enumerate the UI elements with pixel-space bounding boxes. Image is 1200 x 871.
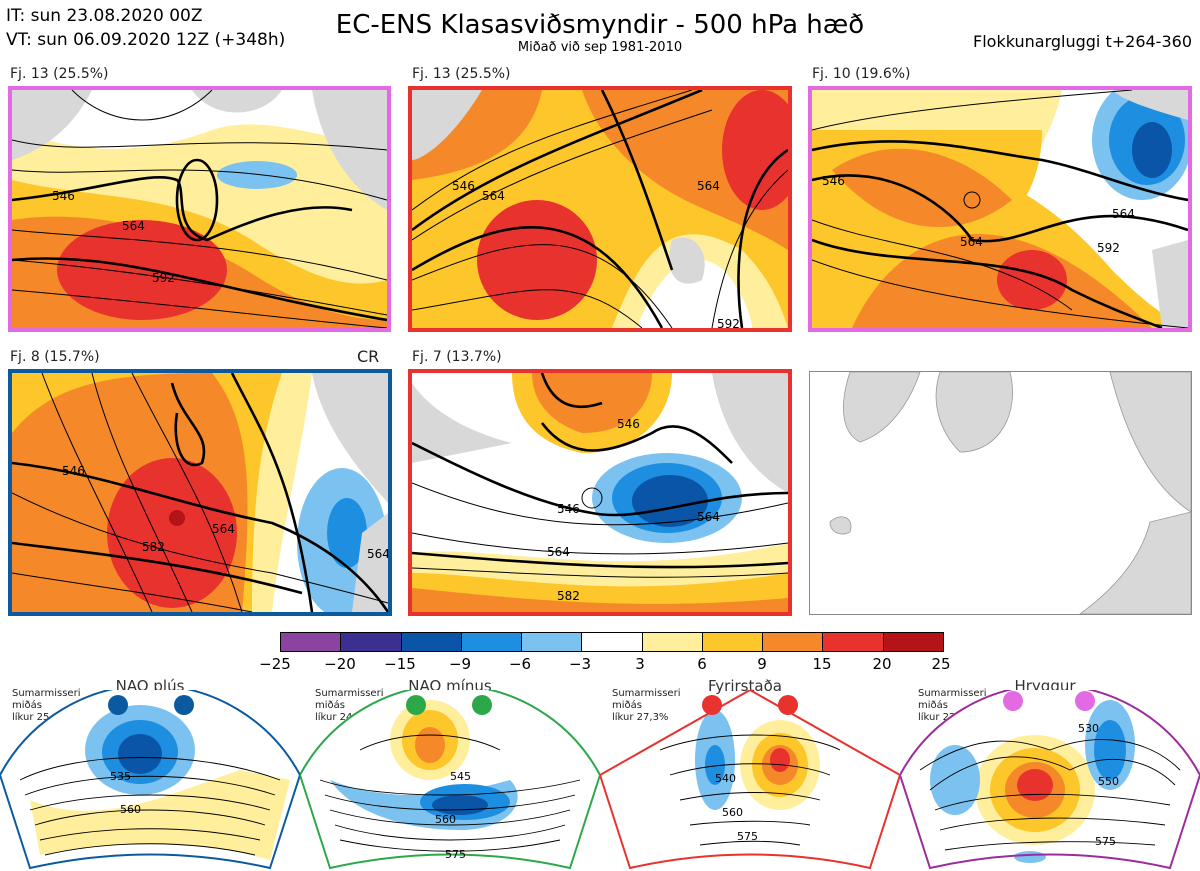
regime-1-marker-left [108,695,128,715]
cluster-3-map[interactable]: 546 564 564 592 [808,86,1192,332]
regime-2-marker-right [472,695,492,715]
contour-label: 550 [1098,775,1119,788]
colorbar-swatch [522,633,583,651]
colorbar-swatch [883,633,943,651]
colorbar-tick: 20 [872,655,892,673]
colorbar-tick: −6 [508,655,532,673]
cluster-1-label: Fj. 13 (25.5%) [10,66,109,82]
contour-label: 564 [697,179,720,193]
regime-3-marker-right [778,695,798,715]
contour-label: 575 [445,848,466,861]
contour-label: 582 [557,589,580,603]
contour-label: 560 [120,803,141,816]
colorbar-swatch [582,633,643,651]
initial-time: IT: sun 23.08.2020 00Z [6,6,203,26]
regime-3-note: Sumarmisseri miðás líkur 27,3% [612,688,681,723]
contour-label: 546 [822,174,845,188]
colorbar-tick: 25 [931,655,951,673]
colorbar-tick: −20 [324,655,356,673]
contour-label: 530 [1078,722,1099,735]
colorbar-tick: 6 [697,655,707,673]
contour-label: 575 [1095,835,1116,848]
cluster-4-label: Fj. 8 (15.7%) [10,349,100,365]
colorbar-swatch [281,633,342,651]
cluster-2-map[interactable]: 546 564 564 592 [408,86,792,332]
valid-time: VT: sun 06.09.2020 12Z (+348h) [6,30,286,50]
page-title: EC-ENS Klasasviðsmyndir - 500 hPa hæð [335,10,865,40]
colorbar-swatch [763,633,824,651]
regime-3-title: Fyrirstaða [708,677,782,695]
control-run-tag: CR [357,347,380,366]
colorbar-tick: −9 [448,655,472,673]
cluster-5-map[interactable]: 546 546 564 564 582 [408,369,792,616]
colorbar [280,632,944,652]
regime-2-marker-left [406,695,426,715]
colorbar-tick: −15 [384,655,416,673]
contour-label: 546 [62,464,85,478]
cluster-2-label: Fj. 13 (25.5%) [412,66,511,82]
contour-label: 546 [452,179,475,193]
contour-label: 545 [450,770,471,783]
contour-label: 535 [110,770,131,783]
contour-label: 564 [482,189,505,203]
regime-4-marker-left [1003,691,1023,711]
colorbar-swatch [341,633,402,651]
regime-3-map[interactable]: 540 560 575 [600,690,900,871]
contour-label: 546 [52,189,75,203]
colorbar-swatch [702,633,764,651]
colorbar-tick: −25 [259,655,291,673]
contour-label: 592 [152,271,175,285]
colorbar-swatch [823,633,884,651]
contour-label: 564 [960,235,983,249]
colorbar-swatch [401,633,462,651]
contour-label: 564 [697,510,720,524]
colorbar-swatch [642,633,703,651]
cluster-5-label: Fj. 7 (13.7%) [412,349,502,365]
contour-label: 564 [122,219,145,233]
contour-label: 540 [715,772,736,785]
contour-label: 592 [717,317,740,328]
regime-3-marker-left [702,695,722,715]
contour-label: 564 [212,522,235,536]
contour-label: 575 [737,830,758,843]
cluster-3-label: Fj. 10 (19.6%) [812,66,911,82]
contour-label: 546 [617,417,640,431]
regime-2-map[interactable]: 545 560 575 [300,690,600,871]
contour-label: 582 [142,540,165,554]
colorbar-tick: 9 [757,655,767,673]
colorbar-tick: −3 [568,655,592,673]
contour-label: 592 [1097,241,1120,255]
colorbar-swatch [461,633,523,651]
cluster-1-map[interactable]: 546 564 592 [8,86,391,332]
cluster-4-map[interactable]: 546 564 564 582 [8,369,392,616]
colorbar-tick: 3 [635,655,645,673]
regime-4-map[interactable]: 530 550 575 [900,690,1200,871]
contour-label: 546 [557,502,580,516]
regime-1-map[interactable]: 535 560 [0,690,300,871]
contour-label: 560 [722,806,743,819]
colorbar-tick: 15 [812,655,832,673]
page-subtitle: Miðað við sep 1981-2010 [517,40,683,55]
empty-map-panel [809,371,1192,615]
contour-label: 564 [367,547,388,561]
contour-label: 564 [1112,207,1135,221]
classification-window: Flokkunargluggi t+264-360 [973,32,1192,51]
contour-label: 564 [547,545,570,559]
regime-1-marker-right [174,695,194,715]
contour-label: 560 [435,813,456,826]
regime-4-marker-right [1075,691,1095,711]
